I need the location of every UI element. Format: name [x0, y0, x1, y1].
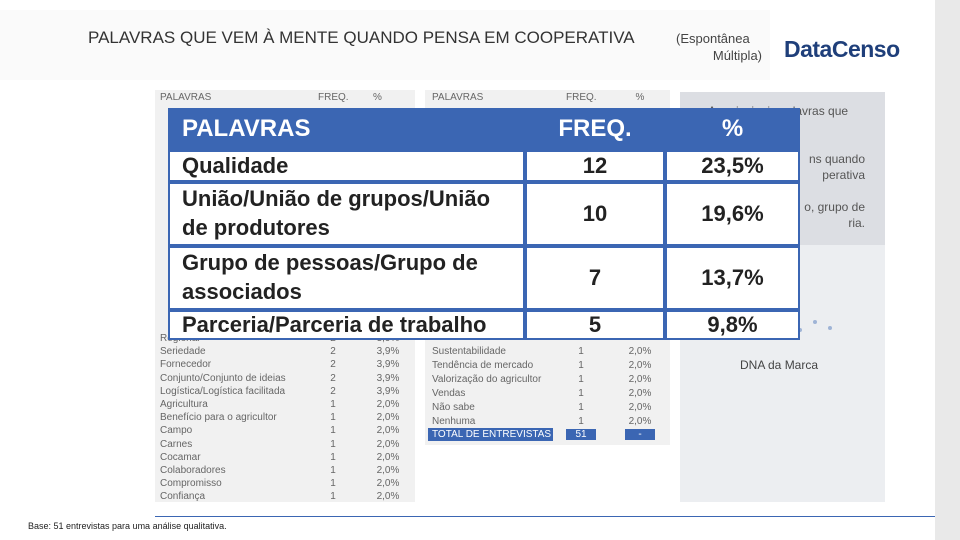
table-cell: 1 [578, 388, 584, 399]
footer-note: Base: 51 entrevistas para uma análise qu… [28, 521, 227, 531]
highlight-cell: 5 [525, 310, 665, 340]
footer-line [155, 516, 935, 517]
table-cell: 1 [330, 478, 336, 490]
column-header: % [373, 92, 382, 103]
table-cell: 2,0% [376, 438, 400, 450]
table-cell: 2,0% [376, 491, 400, 503]
table-cell: 1 [330, 451, 336, 463]
table-cell: Tendência de mercado [432, 360, 534, 371]
column-header: % [635, 92, 645, 103]
table-cell: 2,0% [628, 374, 652, 385]
table-cell: Vendas [432, 388, 466, 399]
table-cell: Confiança [160, 491, 206, 503]
highlight-cell: 9,8% [665, 310, 800, 340]
highlight-cell: 23,5% [665, 150, 800, 182]
highlight-cell: 12 [525, 150, 665, 182]
header-band [0, 10, 770, 80]
column-header: FREQ. [566, 92, 597, 103]
highlight-header: % [665, 108, 800, 150]
title: PALAVRAS QUE VEM À MENTE QUANDO PENSA EM… [88, 28, 635, 47]
table-cell: Nenhuma [432, 416, 476, 427]
column-header: FREQ. [318, 92, 349, 103]
table-cell: Valorização do agricultor [432, 374, 542, 385]
highlight-header: FREQ. [525, 108, 665, 150]
table-cell: 3,9% [376, 359, 400, 371]
table-cell: Colaboradores [160, 465, 226, 476]
panel-line: ns quando [808, 152, 865, 166]
table-cell: 2,0% [628, 402, 652, 413]
panel-line: o, grupo de [804, 200, 865, 214]
highlight-cell: Qualidade [168, 150, 525, 182]
highlight-cell: 7 [525, 246, 665, 310]
table-cell: 2,0% [628, 360, 652, 371]
table-cell: 2,0% [376, 451, 400, 463]
table-cell: Cocamar [160, 451, 201, 463]
table-cell: 1 [578, 360, 584, 371]
table-cell: 2,0% [628, 416, 652, 427]
highlight-cell: União/União de grupos/União de produtore… [168, 182, 525, 246]
logo: DataCenso [784, 36, 900, 62]
column-header: PALAVRAS [160, 92, 212, 103]
table-cell: 1 [578, 402, 584, 413]
highlight-cell: Parceria/Parceria de trabalho [168, 310, 525, 340]
table-cell: Carnes [160, 438, 193, 450]
table-cell: 1 [330, 491, 336, 503]
table-cell: Campo [160, 425, 193, 437]
column-header: PALAVRAS [432, 92, 484, 103]
subtitle: Múltipla) [712, 48, 762, 63]
table-cell: Sustentabilidade [432, 346, 506, 357]
dna-label: DNA da Marca [740, 358, 819, 372]
highlight-cell: 13,7% [665, 246, 800, 310]
table-cell: 1 [578, 374, 584, 385]
highlight-cell: 10 [525, 182, 665, 246]
table-cell: 2 [330, 385, 336, 397]
table-cell: 2,0% [628, 388, 652, 399]
table-cell: 2,0% [628, 346, 652, 357]
highlight-cell: 19,6% [665, 182, 800, 246]
table-cell: Benefício para o agricultor [160, 412, 277, 424]
total-cell: TOTAL DE ENTREVISTAS [432, 429, 552, 440]
table-cell: 1 [330, 438, 336, 450]
table-cell: 2 [330, 346, 336, 358]
total-row [428, 428, 553, 441]
table-cell: 2 [330, 372, 336, 384]
subtitle: (Espontânea [676, 31, 750, 46]
table-cell: 1 [578, 416, 584, 427]
table-cell: Conjunto/Conjunto de ideias [160, 372, 286, 384]
table-cell: 2,0% [376, 399, 400, 410]
table-cell: 2,0% [376, 412, 400, 424]
table-cell: Seriedade [160, 346, 206, 358]
panel-line: perativa [822, 168, 865, 182]
side-band [935, 0, 960, 540]
highlight-cell: Grupo de pessoas/Grupo de associados [168, 246, 525, 310]
table-cell: 2,0% [376, 425, 400, 437]
table-cell: 2,0% [376, 465, 400, 476]
table-cell: 2 [330, 359, 336, 371]
panel-line: ria. [848, 216, 865, 230]
table-cell: Fornecedor [160, 359, 212, 371]
table-cell: 2,0% [376, 478, 400, 490]
table-cell: 3,9% [376, 385, 400, 397]
total-cell: - [625, 429, 655, 440]
logo-box [770, 15, 935, 80]
table-cell: 3,9% [376, 346, 400, 358]
table-cell: 1 [330, 399, 336, 410]
table-cell: Agricultura [160, 399, 208, 410]
table-cell: 1 [578, 346, 584, 357]
table-cell: 1 [330, 425, 336, 437]
highlight-header: PALAVRAS [168, 108, 525, 150]
table-cell: Compromisso [160, 478, 222, 490]
table-cell: 1 [330, 465, 336, 476]
table-cell: Logística/Logística facilitada [160, 385, 286, 397]
table-cell: 1 [330, 412, 336, 424]
table-cell: Não sabe [432, 402, 475, 413]
total-cell: 51 [566, 429, 596, 440]
table-cell: 3,9% [376, 372, 400, 384]
